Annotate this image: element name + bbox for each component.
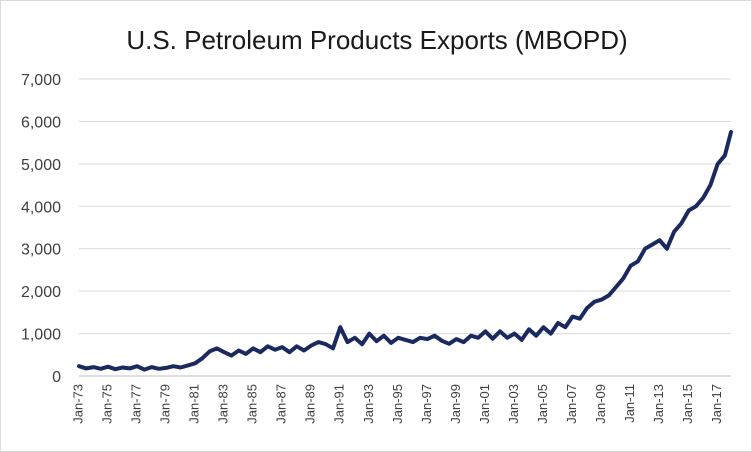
x-tick-label: Jan-83 [216, 384, 231, 424]
x-tick-label: Jan-73 [70, 384, 85, 424]
x-tick-label: Jan-13 [651, 384, 666, 424]
x-tick-label: Jan-01 [477, 384, 492, 424]
y-tick-label: 4,000 [21, 199, 61, 216]
x-tick-label: Jan-11 [622, 384, 637, 423]
y-tick-label: 5,000 [21, 157, 61, 174]
x-tick-label: Jan-95 [390, 384, 405, 424]
x-axis-tick-labels: Jan-73 Jan-75 Jan-77 Jan-79 Jan-81 Jan-83 Jan-… [70, 384, 724, 424]
x-tick-label: Jan-79 [158, 384, 173, 424]
x-tick-label: Jan-15 [680, 384, 695, 424]
x-tick-label: Jan-05 [535, 384, 550, 424]
x-tick-label: Jan-91 [332, 384, 347, 424]
x-tick-label: Jan-89 [303, 384, 318, 424]
x-tick-label: Jan-07 [564, 384, 579, 424]
series-layer [77, 130, 733, 372]
chart-title: U.S. Petroleum Products Exports (MBOPD) [126, 25, 627, 55]
x-tick-label: Jan-09 [593, 384, 608, 424]
x-tick-label: Jan-85 [245, 384, 260, 424]
x-tick-label: Jan-03 [506, 384, 521, 424]
series-line [77, 130, 733, 372]
y-tick-label: 6,000 [21, 114, 61, 131]
y-tick-label: 3,000 [21, 242, 61, 259]
y-tick-label: 2,000 [21, 284, 61, 301]
x-tick-label: Jan-87 [274, 384, 289, 424]
x-tick-label: Jan-81 [187, 384, 202, 424]
gridlines [79, 78, 731, 335]
x-tick-label: Jan-17 [709, 384, 724, 424]
x-tick-label: Jan-99 [448, 384, 463, 424]
y-tick-label: 7,000 [21, 72, 61, 89]
x-tick-label: Jan-77 [129, 384, 144, 424]
x-tick-label: Jan-93 [361, 384, 376, 424]
x-tick-label: Jan-97 [419, 384, 434, 424]
y-axis-tick-labels: 0 1,000 2,000 3,000 4,000 5,000 6,000 7,000 [21, 72, 61, 386]
y-tick-label: 0 [52, 369, 61, 386]
x-tick-label: Jan-75 [99, 384, 114, 424]
y-tick-label: 1,000 [21, 327, 61, 344]
